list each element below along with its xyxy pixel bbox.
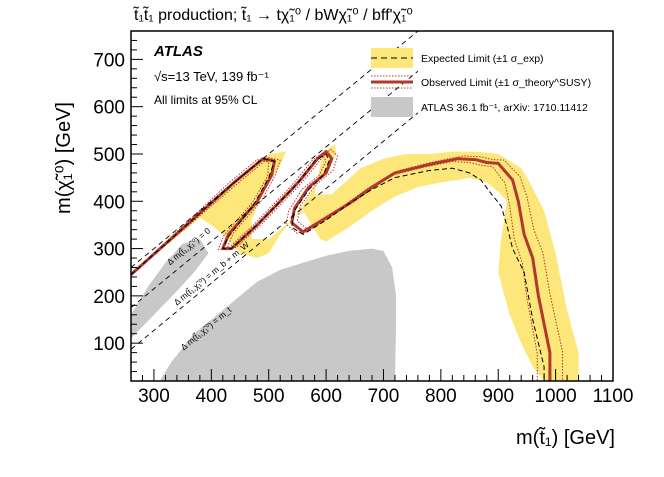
x-axis-label: m(t̃₁) [GeV] bbox=[516, 426, 615, 449]
y-tick-label-400: 400 bbox=[93, 192, 125, 213]
x-tick-label-600: 600 bbox=[310, 386, 342, 407]
expected-band bbox=[131, 144, 579, 381]
experiment-label: ATLAS bbox=[153, 43, 203, 60]
diagonal-line-1 bbox=[131, 70, 419, 309]
previous-limit-area bbox=[159, 248, 397, 381]
observed-minus-theory-line bbox=[131, 153, 538, 381]
x-tick-label-300: 300 bbox=[138, 386, 170, 407]
diagonal-lines bbox=[131, 31, 419, 350]
y-axis-ticks: 100 200 300 400 500 600 700 bbox=[93, 30, 143, 373]
legend: Expected Limit (±1 σ_exp) Observed Limit… bbox=[371, 48, 591, 117]
legend-expected-label: Expected Limit (±1 σ_exp) bbox=[421, 53, 544, 65]
legend-previous-label: ATLAS 36.1 fb⁻¹, arXiv: 1710.11412 bbox=[421, 102, 588, 114]
y-axis-label: m(χ̃₁⁰) [GeV] bbox=[53, 102, 75, 214]
x-tick-label-400: 400 bbox=[195, 386, 227, 407]
observed-plus-theory-line bbox=[131, 148, 563, 381]
x-tick-label-800: 800 bbox=[425, 386, 457, 407]
diagonal-line-0 bbox=[131, 31, 419, 268]
legend-previous: ATLAS 36.1 fb⁻¹, arXiv: 1710.11412 bbox=[371, 97, 588, 117]
legend-observed: Observed Limit (±1 σ_theory^SUSY) bbox=[371, 75, 591, 89]
expected-line bbox=[131, 153, 545, 381]
previous-limit-diag-area bbox=[131, 239, 209, 339]
y-tick-label-300: 300 bbox=[93, 240, 125, 261]
chart-title: t̃₁t̃₁ production; t̃₁ → tχ̃₁⁰ / bWχ̃₁⁰ … bbox=[132, 5, 412, 24]
data-layer bbox=[131, 144, 579, 381]
diagonal-line-2 bbox=[131, 112, 419, 350]
legend-previous-swatch bbox=[371, 97, 413, 117]
x-tick-label-1100: 1100 bbox=[593, 386, 634, 407]
x-tick-label-900: 900 bbox=[482, 386, 514, 407]
y-tick-label-600: 600 bbox=[93, 98, 125, 119]
experiment-info: ATLAS √s=13 TeV, 139 fb⁻¹ All limits at … bbox=[153, 43, 270, 107]
energy-lumi: √s=13 TeV, 139 fb⁻¹ bbox=[154, 69, 270, 84]
legend-expected: Expected Limit (±1 σ_exp) bbox=[371, 48, 544, 68]
y-tick-label-500: 500 bbox=[93, 145, 125, 166]
x-tick-label-700: 700 bbox=[368, 386, 400, 407]
x-tick-label-500: 500 bbox=[253, 386, 285, 407]
x-axis-ticks: 300 400 500 600 700 800 900 1000 1100 bbox=[138, 369, 633, 407]
y-tick-label-200: 200 bbox=[93, 287, 125, 308]
observed-line bbox=[131, 150, 552, 381]
y-tick-label-100: 100 bbox=[93, 334, 125, 355]
y-tick-label-700: 700 bbox=[93, 50, 125, 71]
legend-observed-label: Observed Limit (±1 σ_theory^SUSY) bbox=[421, 77, 591, 89]
x-tick-label-1000: 1000 bbox=[534, 386, 576, 407]
cl-note: All limits at 95% CL bbox=[154, 93, 258, 107]
chart-title-group: t̃₁t̃₁ production; t̃₁ → tχ̃₁⁰ / bWχ̃₁⁰ … bbox=[132, 5, 412, 24]
